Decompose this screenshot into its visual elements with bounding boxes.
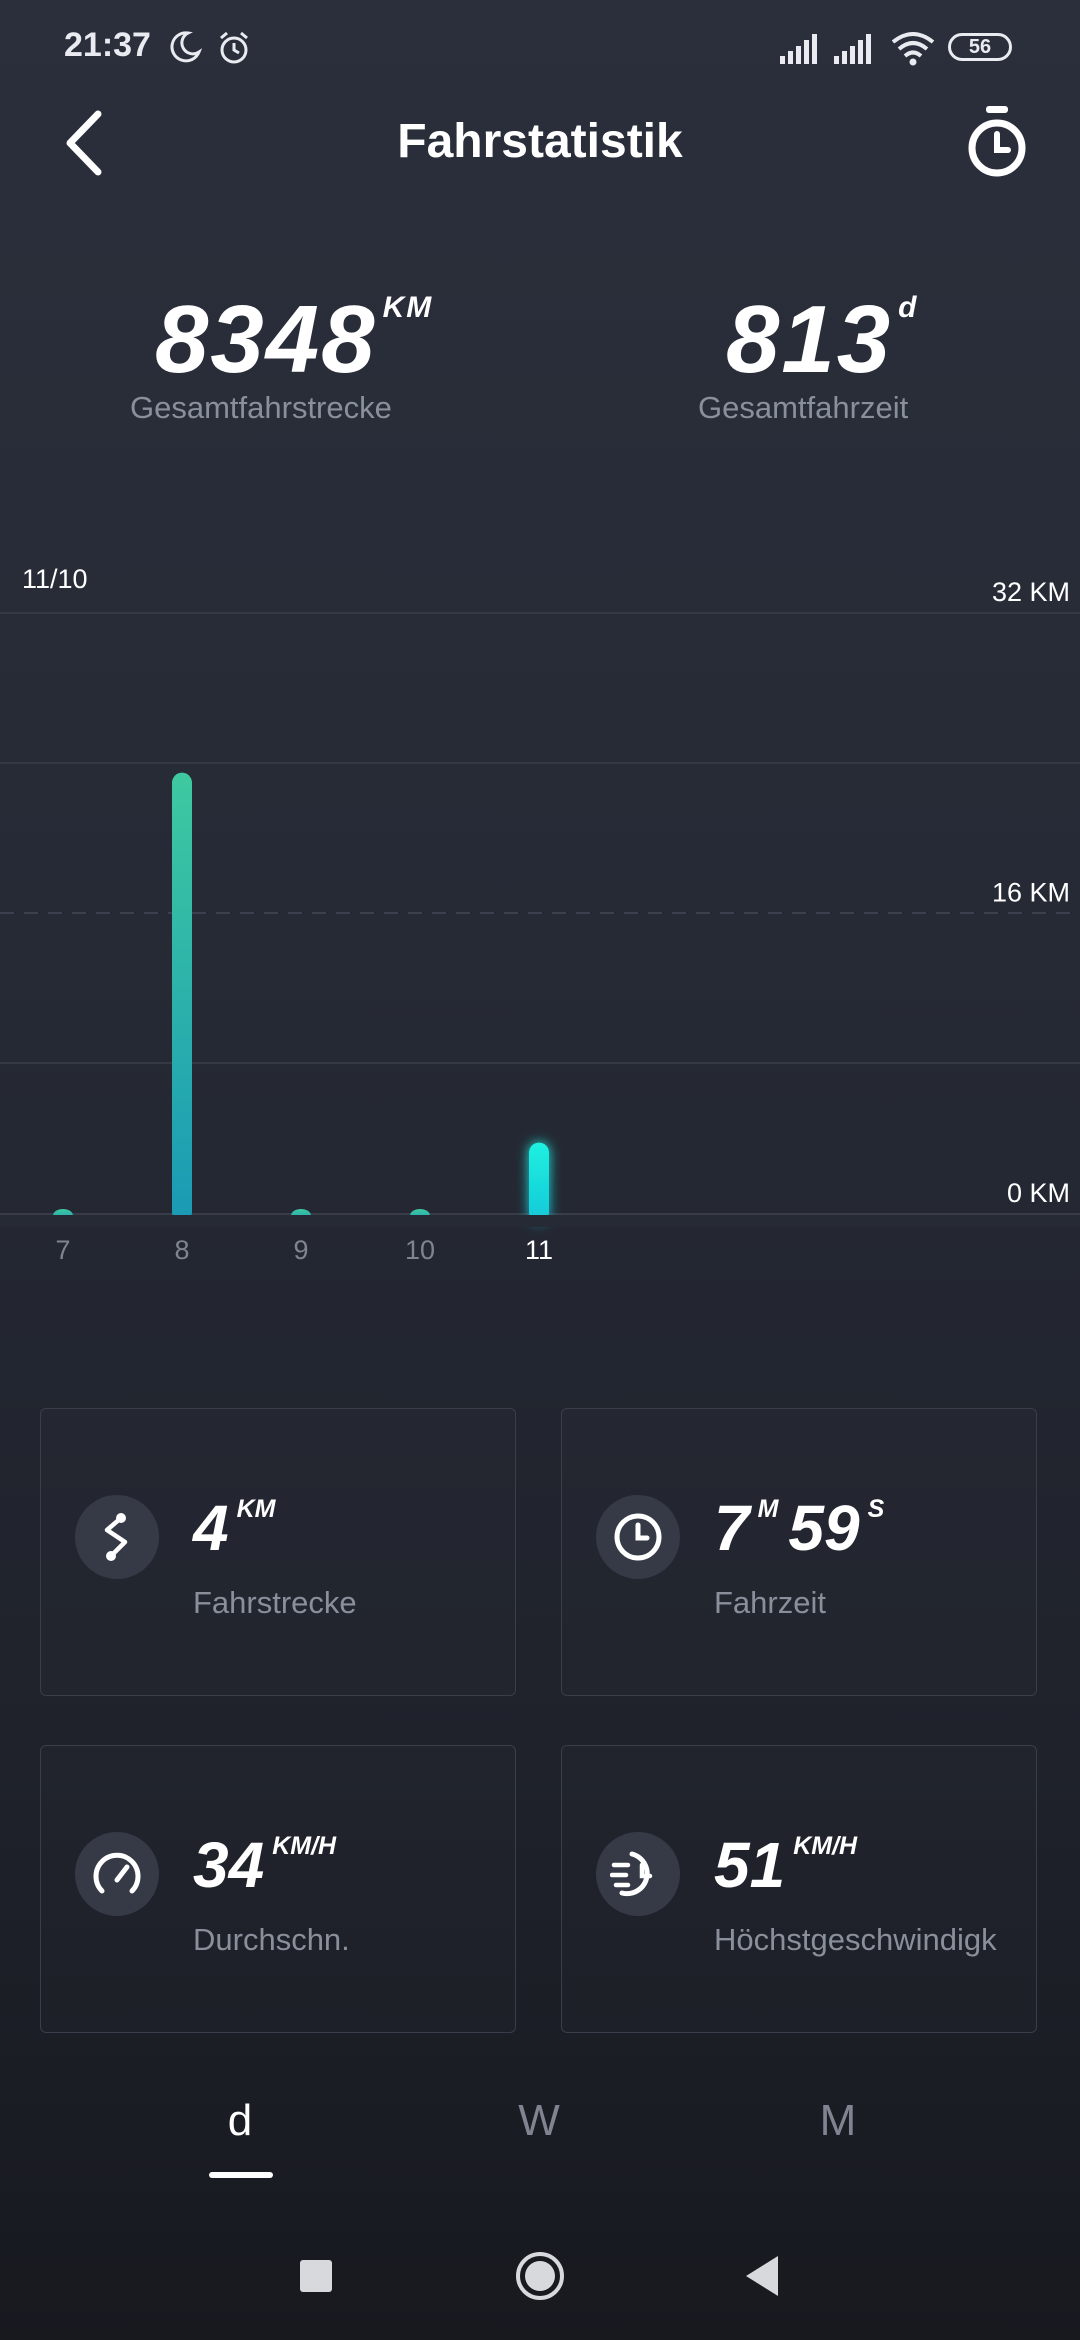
battery-icon: 56 [948,33,1012,61]
total-distance-value: 8348 KM [155,286,434,393]
max-speed-unit: KM/H [793,1832,858,1860]
average-speed-value: 34 KM/H [193,1829,337,1901]
signal-icon [780,34,817,64]
distance-chart: 11/10 32 KM 16 KM 0 KM 7 8 9 10 11 [0,564,1080,1265]
total-distance-unit: KM [382,291,434,324]
stat-card-max-speed: 51 KM/H Höchstgeschwindigk [561,1745,1037,2033]
route-icon [75,1495,159,1579]
x-tick-label: 11 [525,1235,553,1265]
baseline-mask [0,1215,1080,1227]
y-tick-label: 32 KM [992,577,1070,607]
chart-date-label: 11/10 [22,564,88,594]
wifi-icon [891,32,935,66]
page-title: Fahrstatistik [397,115,683,168]
distance-unit: KM [236,1495,276,1523]
chart-grid [0,612,1080,1215]
minutes-unit: M [757,1495,779,1523]
signal-icon [834,34,871,64]
bar-day-11[interactable] [529,1142,549,1222]
tab-week[interactable]: W [518,2096,560,2145]
tab-month[interactable]: M [819,2096,857,2145]
bar-day-8[interactable] [172,772,192,1222]
fast-timer-icon [596,1832,680,1916]
circle-icon[interactable] [514,2250,566,2302]
active-tab-indicator [209,2172,273,2178]
chevron-left-icon [66,110,102,176]
stat-card-time: 7 M 59 S Fahrzeit [561,1408,1037,1696]
total-time-value: 813 d [726,286,919,393]
stopwatch-icon [968,106,1026,177]
x-tick-label: 7 [55,1235,70,1265]
alarm-icon [220,31,248,64]
chart-bars [0,772,1080,1227]
max-speed-value: 51 KM/H [714,1829,858,1901]
stat-card-average-speed: 34 KM/H Durchschn. [40,1745,516,2033]
x-tick-label: 8 [174,1235,189,1265]
total-time-unit: d [898,291,919,324]
stat-card-distance: 4 KM Fahrstrecke [40,1408,516,1696]
y-tick-label: 16 KM [992,878,1070,908]
x-tick-label: 9 [293,1235,308,1265]
back-button[interactable] [56,108,116,178]
speedometer-icon [75,1832,159,1916]
average-speed-unit: KM/H [272,1832,337,1860]
distance-label: Fahrstrecke [193,1585,357,1620]
seconds-unit: S [867,1495,885,1523]
square-icon[interactable] [300,2260,332,2292]
distance-value: 4 KM [193,1492,276,1564]
status-time: 21:37 [64,26,151,64]
chart-y-ticks: 32 KM 16 KM 0 KM [992,577,1070,1208]
average-speed-label: Durchschn. [193,1922,350,1957]
timer-button[interactable] [962,104,1032,182]
total-time-label: Gesamtfahrzeit [698,390,909,425]
clock-icon [596,1495,680,1579]
tab-day[interactable]: d [227,2096,253,2145]
moon-icon [170,31,202,63]
time-value: 7 M 59 S [714,1492,885,1564]
y-tick-label: 0 KM [1007,1178,1070,1208]
max-speed-label: Höchstgeschwindigk [714,1922,997,1957]
triangle-back-icon[interactable] [742,2252,782,2300]
total-distance-label: Gesamtfahrstrecke [130,390,392,425]
time-label: Fahrzeit [714,1585,826,1620]
x-tick-label: 10 [405,1235,435,1265]
chart-x-ticks: 7 8 9 10 11 [55,1235,553,1265]
